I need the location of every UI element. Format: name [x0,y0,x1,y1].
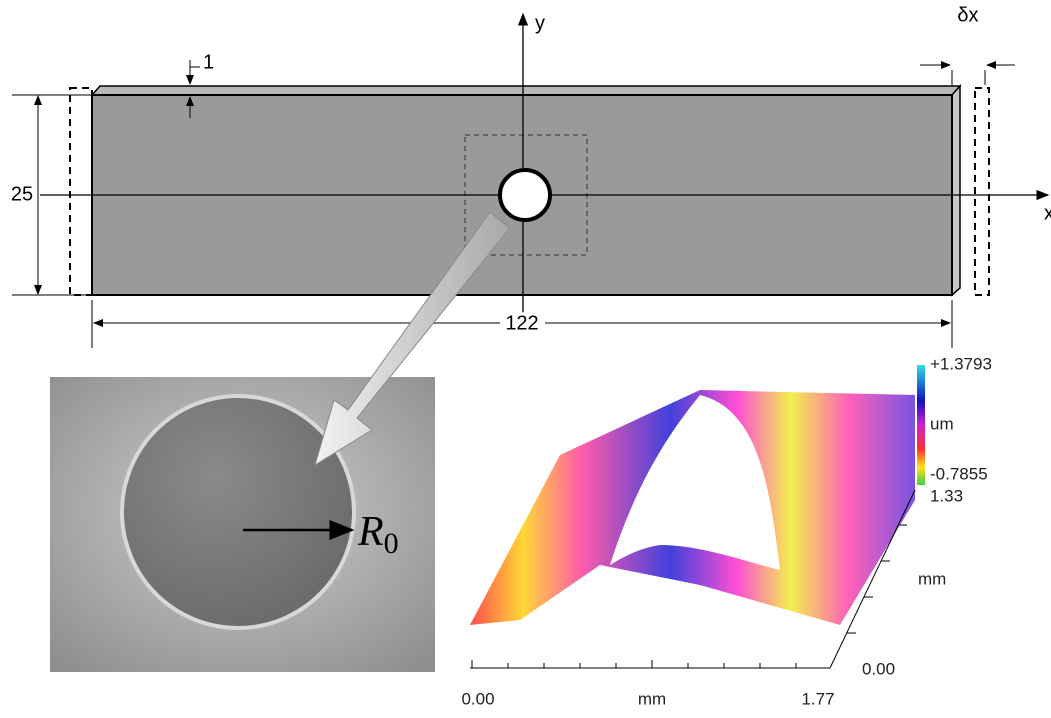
dimension-label: δx [957,4,978,26]
axis-label: x [1044,202,1051,224]
figure: y x 1 25 122 δx R0 +1.3793 um -0.7855 1.… [0,0,1051,718]
dimension-label: 25 [11,183,33,205]
colorbar-label: +1.3793 [930,354,992,373]
axis-label: 0.00 [461,689,494,708]
radius-subscript: 0 [384,527,399,560]
dimension-label: 122 [505,312,538,334]
plate: y x 1 25 122 δx [11,4,1051,348]
axis-label: mm [918,569,946,588]
colorbar-label: um [930,414,954,433]
axis-label: mm [638,689,666,708]
photo: R0 [50,377,435,672]
axis-label: 1.33 [930,486,963,505]
radius-symbol: R [357,509,384,555]
surface-plot: +1.3793 um -0.7855 1.33 mm 0.00 0.00 mm … [461,354,991,708]
colorbar-label: -0.7855 [930,464,988,483]
axis-label: 0.00 [862,659,895,678]
axis-label: 1.77 [801,689,834,708]
dimension-label: 1 [203,51,214,73]
axis-label: y [535,12,545,34]
